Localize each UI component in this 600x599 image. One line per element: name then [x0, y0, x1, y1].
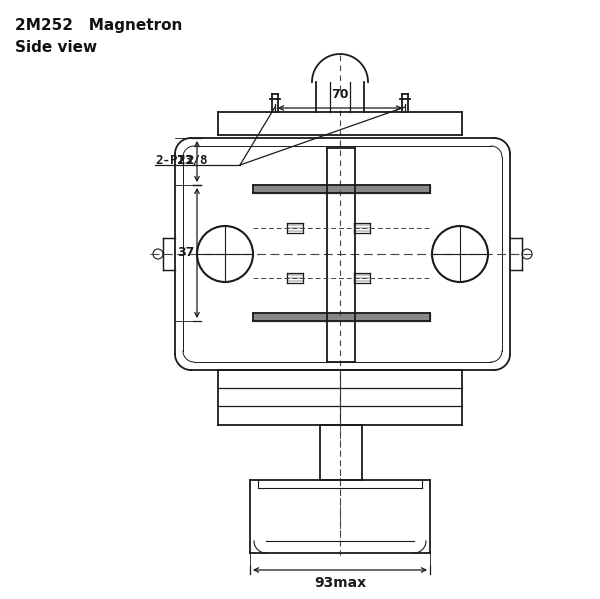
Text: 2-PT3/8: 2-PT3/8 — [155, 153, 208, 167]
Text: 93max: 93max — [314, 576, 366, 590]
Text: 22: 22 — [178, 155, 195, 168]
Polygon shape — [253, 313, 430, 321]
Text: Side view: Side view — [15, 40, 97, 55]
Text: 70: 70 — [331, 88, 349, 101]
Polygon shape — [253, 185, 430, 193]
Text: 2M252   Magnetron: 2M252 Magnetron — [15, 18, 182, 33]
Text: 37: 37 — [178, 247, 195, 259]
